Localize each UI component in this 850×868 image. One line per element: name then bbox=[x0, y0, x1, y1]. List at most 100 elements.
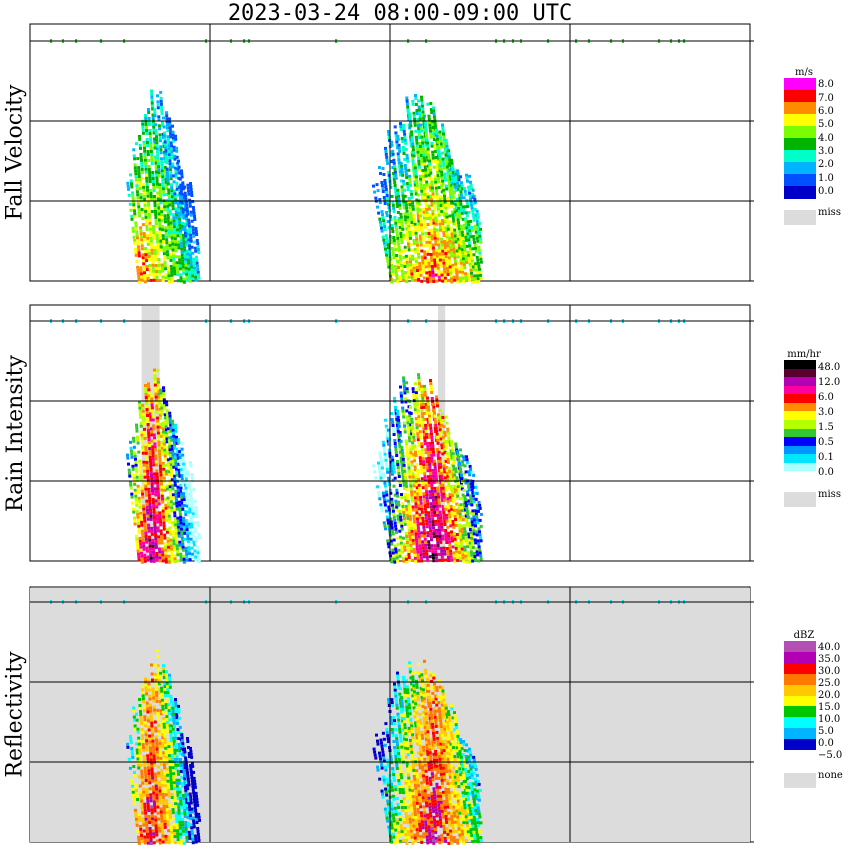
echo-pixel bbox=[446, 241, 450, 245]
echo-pixel bbox=[403, 194, 407, 198]
echo-pixel bbox=[179, 232, 183, 236]
echo-pixel bbox=[132, 473, 136, 477]
echo-pixel bbox=[403, 135, 407, 139]
echo-pixel bbox=[163, 691, 167, 695]
echo-pixel bbox=[443, 504, 447, 508]
echo-pixel bbox=[167, 277, 171, 281]
echo-pixel bbox=[422, 427, 426, 431]
echo-pixel bbox=[397, 418, 401, 422]
echo-pixel bbox=[184, 260, 188, 264]
echo-pixel bbox=[187, 218, 191, 222]
echo-pixel bbox=[137, 530, 141, 534]
echo-pixel bbox=[181, 268, 185, 272]
echo-pixel bbox=[195, 233, 199, 236]
echo-pixel bbox=[175, 473, 179, 477]
echo-pixel bbox=[438, 222, 442, 226]
echo-pixel bbox=[467, 532, 471, 536]
echo-pixel bbox=[413, 123, 417, 127]
echo-pixel bbox=[154, 264, 158, 267]
echo-pixel bbox=[446, 221, 450, 225]
echo-pixel bbox=[168, 123, 172, 127]
echo-pixel bbox=[161, 710, 165, 714]
echo-pixel bbox=[417, 507, 421, 511]
echo-pixel bbox=[470, 537, 474, 540]
echo-pixel bbox=[184, 471, 188, 475]
echo-pixel bbox=[430, 259, 434, 262]
echo-pixel bbox=[160, 485, 164, 489]
echo-pixel bbox=[182, 492, 186, 496]
echo-pixel bbox=[159, 236, 163, 240]
echo-pixel bbox=[415, 400, 419, 404]
echo-pixel bbox=[451, 210, 455, 214]
echo-pixel bbox=[439, 516, 443, 520]
echo-pixel bbox=[446, 227, 450, 231]
echo-pixel bbox=[462, 458, 466, 462]
echo-pixel bbox=[436, 546, 440, 550]
echo-pixel bbox=[453, 256, 457, 260]
echo-pixel bbox=[161, 275, 165, 279]
echo-pixel bbox=[139, 828, 143, 831]
echo-pixel bbox=[153, 522, 157, 525]
echo-pixel bbox=[408, 508, 411, 512]
echo-pixel bbox=[161, 556, 165, 560]
echo-pixel bbox=[175, 467, 178, 471]
echo-pixel bbox=[397, 435, 401, 439]
echo-pixel bbox=[459, 279, 463, 283]
echo-pixel bbox=[149, 239, 153, 243]
echo-pixel bbox=[133, 166, 137, 170]
echo-pixel bbox=[126, 745, 130, 749]
echo-pixel bbox=[156, 431, 160, 435]
echo-pixel bbox=[142, 820, 145, 824]
echo-pixel bbox=[401, 227, 405, 231]
echo-pixel bbox=[147, 168, 151, 171]
echo-pixel bbox=[134, 169, 138, 173]
echo-pixel bbox=[449, 271, 453, 275]
echo-pixel bbox=[411, 469, 415, 473]
echo-pixel bbox=[395, 202, 399, 205]
echo-pixel bbox=[172, 440, 176, 444]
echo-pixel bbox=[443, 520, 447, 523]
echo-pixel bbox=[134, 500, 138, 504]
echo-pixel bbox=[432, 471, 436, 475]
echo-pixel bbox=[392, 256, 396, 259]
echo-pixel bbox=[159, 239, 163, 243]
echo-pixel bbox=[156, 191, 160, 195]
echo-pixel bbox=[150, 724, 154, 728]
echo-pixel bbox=[130, 214, 134, 218]
echo-pixel bbox=[162, 676, 166, 680]
echo-pixel bbox=[441, 416, 445, 419]
echo-pixel bbox=[406, 215, 410, 219]
echo-pixel bbox=[419, 501, 423, 505]
echo-pixel bbox=[137, 172, 141, 176]
echo-pixel bbox=[147, 728, 151, 732]
echo-pixel bbox=[456, 203, 460, 207]
echo-pixel bbox=[140, 430, 144, 434]
echo-pixel bbox=[151, 418, 155, 422]
echo-pixel bbox=[160, 160, 164, 164]
echo-pixel bbox=[464, 235, 468, 239]
echo-pixel bbox=[428, 414, 431, 418]
echo-pixel bbox=[466, 250, 470, 254]
echo-pixel bbox=[140, 164, 144, 168]
echo-pixel bbox=[140, 211, 144, 215]
echo-pixel bbox=[146, 191, 150, 195]
echo-pixel bbox=[470, 203, 474, 207]
echo-pixel bbox=[460, 184, 464, 188]
echo-pixel bbox=[412, 216, 416, 220]
echo-pixel bbox=[390, 140, 393, 144]
echo-pixel bbox=[463, 530, 467, 534]
echo-pixel bbox=[161, 736, 165, 740]
echo-pixel bbox=[419, 183, 423, 187]
echo-pixel bbox=[175, 149, 179, 153]
echo-pixel bbox=[449, 552, 453, 556]
echo-pixel bbox=[468, 262, 472, 266]
echo-pixel bbox=[451, 263, 455, 267]
echo-pixel bbox=[440, 420, 444, 424]
echo-pixel bbox=[446, 500, 450, 504]
echo-pixel bbox=[461, 533, 465, 537]
echo-pixel bbox=[457, 459, 461, 462]
echo-pixel bbox=[417, 501, 421, 505]
echo-pixel bbox=[174, 240, 177, 244]
echo-pixel bbox=[131, 756, 135, 759]
echo-pixel bbox=[159, 523, 163, 527]
